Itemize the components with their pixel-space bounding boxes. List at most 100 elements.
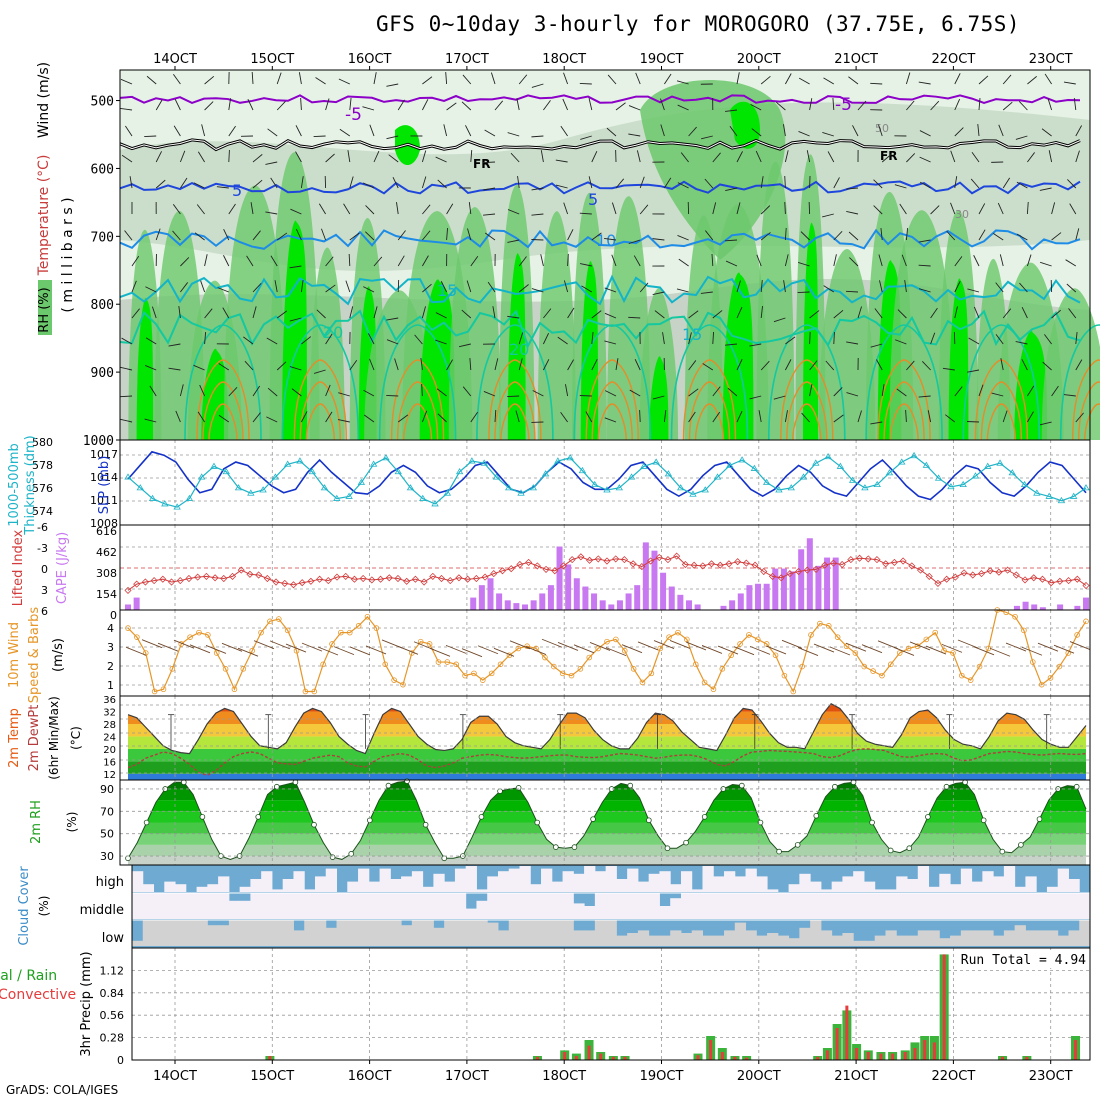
wind-barb bbox=[325, 98, 330, 111]
wind-barb bbox=[800, 231, 810, 241]
cloud-high-gap bbox=[982, 871, 994, 892]
cloud-middle-gap bbox=[239, 900, 251, 919]
wind-speed-point bbox=[861, 663, 868, 670]
rh-point bbox=[143, 819, 150, 826]
wind-barb bbox=[782, 124, 786, 137]
wind-speed-point bbox=[657, 645, 664, 652]
wind-barb bbox=[1019, 282, 1028, 293]
wind-axis-title: 10m Wind bbox=[7, 622, 22, 688]
rh-point bbox=[385, 782, 392, 789]
bottom-x-tick-label: 19OCT bbox=[640, 1069, 684, 1084]
wind-barb bbox=[591, 310, 602, 319]
cloud-high-gap bbox=[939, 873, 951, 892]
wind-barb bbox=[459, 343, 471, 348]
cloud-low-gap bbox=[939, 938, 951, 946]
wind-speed-point bbox=[1029, 659, 1036, 665]
rh-point bbox=[422, 821, 429, 828]
wind-barb bbox=[750, 103, 762, 111]
wind-barb bbox=[879, 280, 883, 293]
cloud-middle-gap bbox=[379, 893, 391, 919]
wind-barb bbox=[848, 76, 859, 85]
rh-contour-label: 50 bbox=[875, 122, 889, 135]
wind-barb bbox=[1002, 74, 1012, 85]
lifted-index-point bbox=[1012, 571, 1020, 579]
wind-barb bbox=[1044, 73, 1052, 85]
wind-barb bbox=[266, 416, 278, 423]
wind-barb bbox=[604, 312, 617, 319]
rh-point bbox=[181, 779, 187, 786]
cape-bar bbox=[780, 568, 787, 610]
thickness-point bbox=[922, 461, 931, 468]
thickness-point bbox=[161, 500, 169, 507]
wind-barb bbox=[1002, 101, 1013, 111]
wind-barb bbox=[276, 361, 287, 371]
isotherm-25-dome bbox=[1078, 381, 1100, 441]
wind-barb bbox=[797, 291, 810, 294]
wind-barb bbox=[510, 152, 520, 163]
wind-barb bbox=[688, 332, 692, 345]
wind-barb bbox=[466, 280, 472, 293]
lifted-index-point bbox=[847, 556, 855, 564]
lifted-index-point bbox=[620, 556, 628, 564]
wind-barb bbox=[301, 411, 308, 423]
wind-barb bbox=[339, 128, 351, 137]
rh-point bbox=[571, 844, 578, 850]
cloud-middle-gap bbox=[1046, 893, 1059, 919]
wind-barb-10m bbox=[541, 638, 563, 648]
wind-barb bbox=[1075, 359, 1083, 371]
wind-barb-10m bbox=[509, 640, 531, 650]
precip-convective-bar bbox=[845, 1005, 849, 1060]
wind-barb bbox=[325, 333, 333, 345]
wind-barb bbox=[999, 254, 1004, 267]
wind-barb bbox=[204, 101, 214, 111]
slp-tick-label: 1008 bbox=[90, 517, 118, 530]
wind-barb bbox=[846, 187, 859, 190]
cloud-low-gap bbox=[670, 930, 682, 946]
lifted-index-point bbox=[977, 570, 986, 578]
wind-speed-point bbox=[675, 629, 681, 636]
wind-barb bbox=[736, 280, 741, 293]
top-x-tick-label: 15OCT bbox=[250, 52, 294, 67]
wind-barb bbox=[155, 228, 161, 241]
cloud-high-gap bbox=[584, 866, 596, 892]
wind-barb bbox=[196, 204, 205, 215]
wind-barb bbox=[1042, 361, 1052, 371]
wind-barb bbox=[563, 72, 569, 85]
wind-barb bbox=[628, 239, 641, 244]
cloud-high-gap bbox=[476, 889, 488, 892]
cloud-high-gap bbox=[594, 871, 607, 892]
wind-barb bbox=[1069, 203, 1077, 215]
cloud-low-gap bbox=[282, 920, 294, 946]
cloud-middle-gap bbox=[1003, 893, 1016, 919]
wind-barb bbox=[1002, 177, 1011, 189]
wind-speed-point bbox=[329, 641, 335, 647]
wind-tick-label: 1 bbox=[107, 679, 114, 692]
cloud-low-gap bbox=[777, 935, 790, 946]
cloud-high-gap bbox=[993, 876, 1005, 892]
rh-point bbox=[980, 817, 987, 824]
wind-barb bbox=[1044, 334, 1052, 345]
wind-barb bbox=[801, 412, 810, 423]
rh-green-region bbox=[756, 161, 795, 440]
wind-barb bbox=[1065, 259, 1077, 267]
lifted-index-point bbox=[176, 577, 184, 585]
cape-bar bbox=[504, 600, 511, 610]
rh-tick-label: 90 bbox=[100, 783, 114, 796]
lifted-index-point bbox=[890, 558, 898, 566]
cape-bar bbox=[487, 578, 494, 610]
cloud-middle-gap bbox=[993, 893, 1005, 919]
cloud-high-gap bbox=[960, 868, 973, 892]
wind-barb bbox=[946, 230, 956, 241]
thickness-tick-label: 576 bbox=[32, 482, 53, 495]
wind-barb bbox=[724, 239, 738, 242]
wind-barb bbox=[894, 184, 907, 189]
wind-barb bbox=[542, 359, 550, 371]
cloud-middle-gap bbox=[304, 893, 316, 919]
cloud-middle-gap bbox=[820, 893, 833, 919]
wind-barb bbox=[905, 72, 911, 85]
wind-barb bbox=[1075, 412, 1084, 423]
wind-barb bbox=[267, 128, 278, 137]
wind-barb bbox=[635, 72, 641, 85]
wind-barb bbox=[397, 230, 406, 241]
